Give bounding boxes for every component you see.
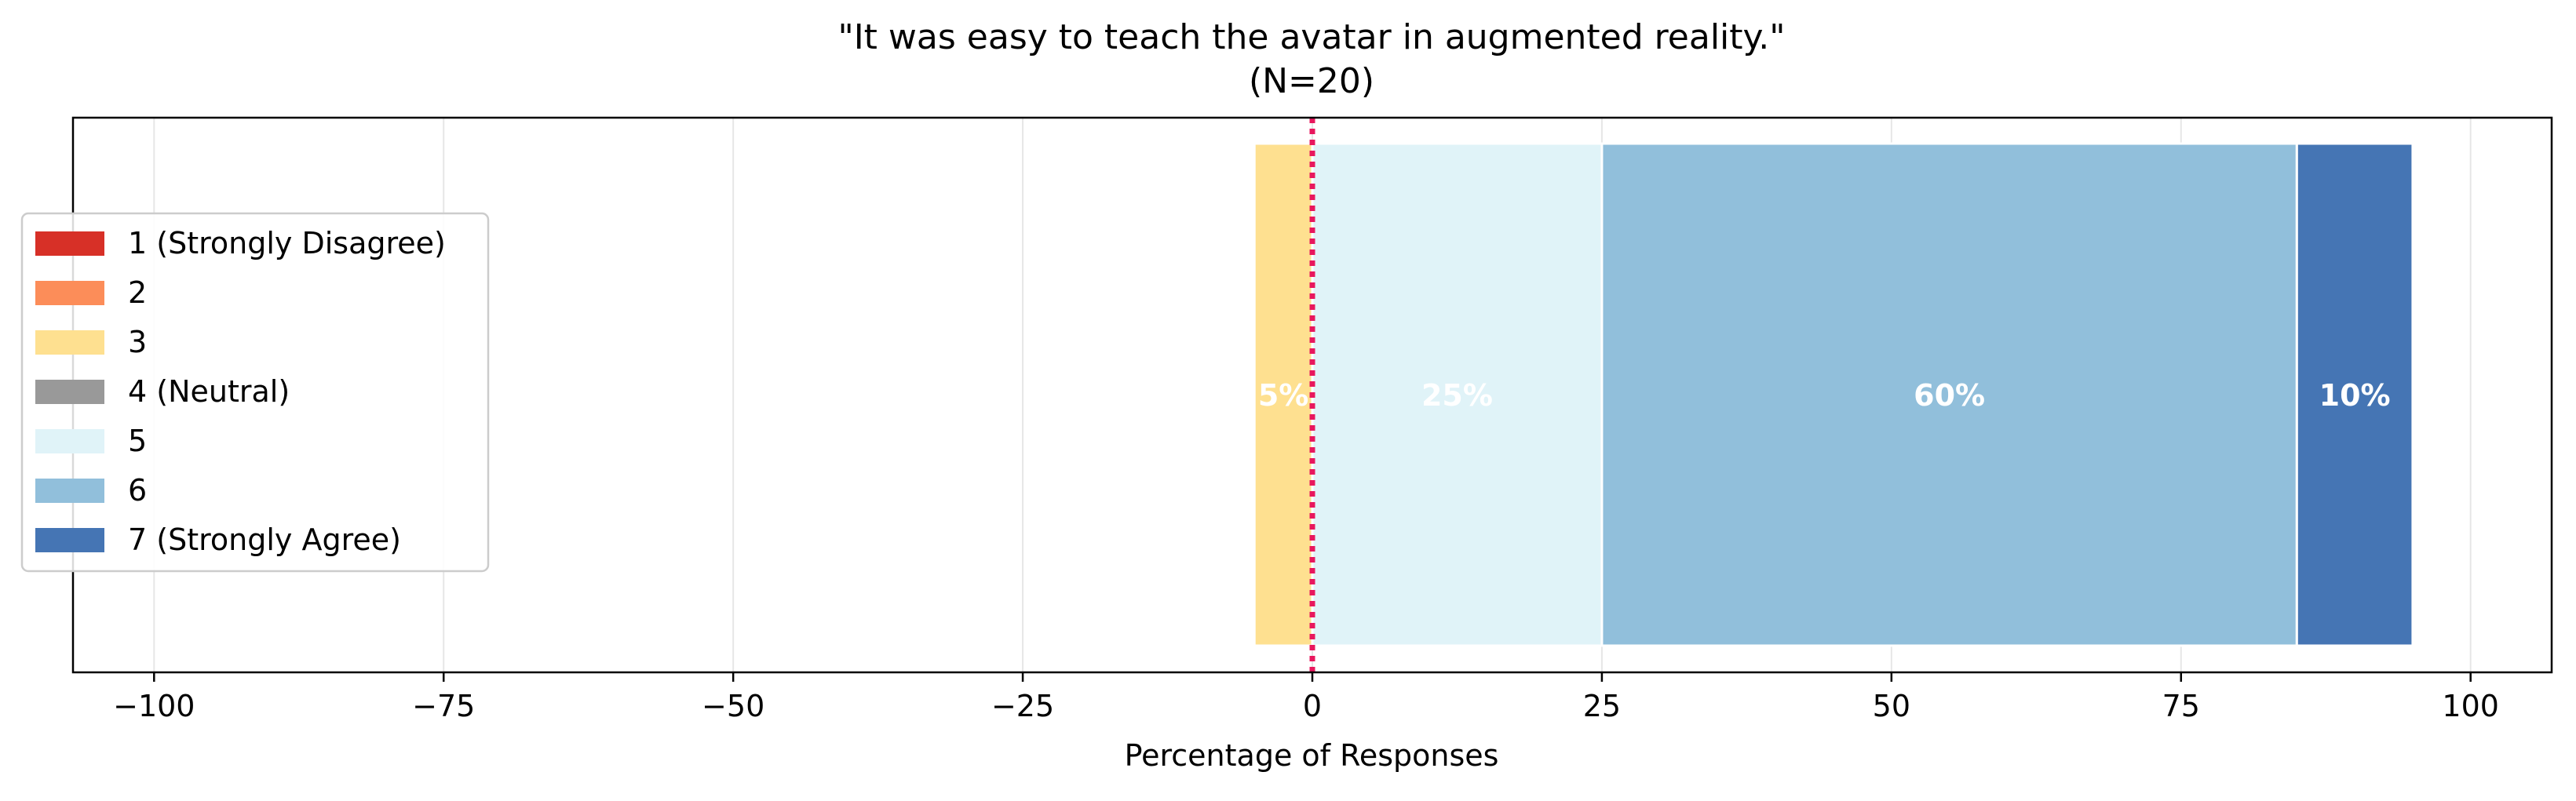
legend-label: 6 bbox=[128, 473, 147, 508]
bar-value-label: 25% bbox=[1421, 378, 1493, 413]
bar-value-label: 5% bbox=[1258, 378, 1309, 413]
legend-label: 1 (Strongly Disagree) bbox=[128, 226, 446, 260]
x-tick-label: −50 bbox=[702, 689, 764, 723]
bar-segment bbox=[1311, 142, 1604, 647]
legend-label: 4 (Neutral) bbox=[128, 374, 290, 409]
bar-segment bbox=[2295, 142, 2414, 647]
legend-swatch bbox=[35, 528, 104, 552]
legend-swatch bbox=[35, 231, 104, 256]
x-tick-label: −75 bbox=[412, 689, 475, 723]
legend-swatch bbox=[35, 479, 104, 503]
bar-labels: 5% 25% 60% 10% bbox=[1258, 378, 2391, 413]
legend-label: 3 bbox=[128, 325, 147, 359]
chart-subtitle: (N=20) bbox=[1249, 61, 1374, 101]
bar-segment bbox=[1600, 142, 2298, 647]
bar-value-label: 10% bbox=[2319, 378, 2391, 413]
legend-swatch bbox=[35, 330, 104, 355]
bar-value-label: 60% bbox=[1914, 378, 1985, 413]
x-tick-label: −100 bbox=[113, 689, 195, 723]
x-axis-label: Percentage of Responses bbox=[1125, 738, 1499, 773]
x-axis-ticks: −100 −75 −50 −25 0 25 50 75 100 bbox=[113, 672, 2499, 723]
legend-label: 5 bbox=[128, 424, 147, 458]
legend: 1 (Strongly Disagree) 2 3 4 (Neutral) 5 6 7 (S… bbox=[20, 212, 490, 573]
legend-frame bbox=[20, 212, 490, 573]
x-tick-label: 75 bbox=[2162, 689, 2200, 723]
x-tick-label: 25 bbox=[1583, 689, 1621, 723]
legend-swatch bbox=[35, 380, 104, 404]
chart-title: "It was easy to teach the avatar in augm… bbox=[837, 17, 1785, 57]
x-tick-label: 100 bbox=[2442, 689, 2499, 723]
legend-swatch bbox=[35, 281, 104, 305]
legend-label: 7 (Strongly Agree) bbox=[128, 522, 401, 557]
x-tick-label: 50 bbox=[1873, 689, 1910, 723]
legend-swatch bbox=[35, 429, 104, 453]
legend-label: 2 bbox=[128, 275, 147, 310]
x-tick-label: −25 bbox=[991, 689, 1054, 723]
x-tick-label: 0 bbox=[1303, 689, 1322, 723]
